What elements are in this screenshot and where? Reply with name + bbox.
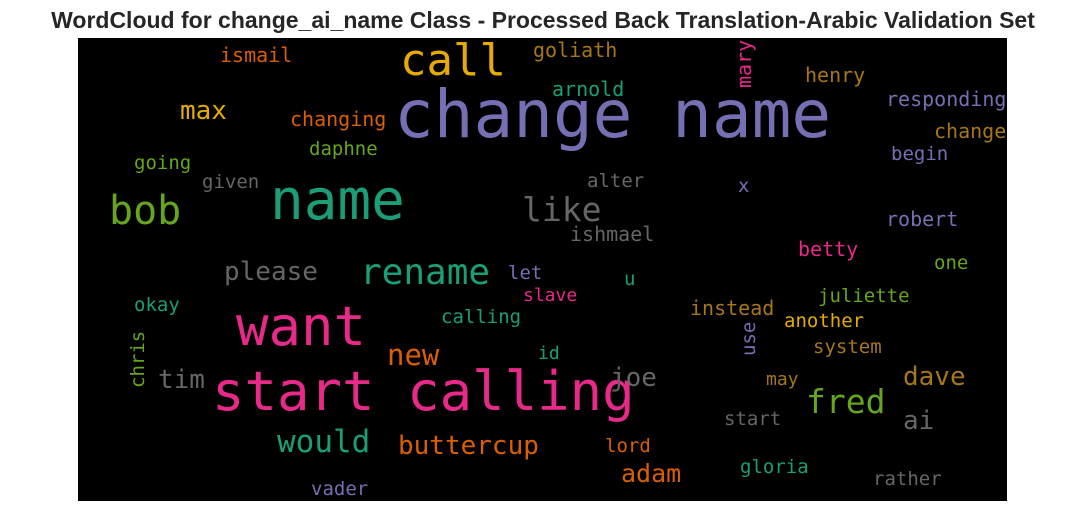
word-henry: henry	[805, 63, 866, 87]
word-rename: rename	[360, 252, 491, 293]
word-gloria: gloria	[740, 456, 809, 478]
word-robert: robert	[886, 207, 959, 231]
word-arnold: arnold	[552, 77, 625, 101]
word-x: x	[738, 175, 750, 197]
word-id: id	[538, 343, 560, 364]
word-alter: alter	[587, 170, 645, 192]
word-start-calling: start calling	[212, 360, 635, 423]
word-one: one	[934, 252, 969, 274]
word-responding: responding	[886, 87, 1007, 111]
word-name: name	[270, 168, 405, 233]
word-max: max	[180, 96, 227, 126]
word-vader: vader	[311, 478, 369, 500]
word-dave: dave	[903, 362, 966, 392]
word-daphne: daphne	[309, 138, 378, 160]
word-mary: mary	[732, 39, 756, 88]
word-buttercup: buttercup	[398, 431, 539, 461]
word-use: use	[738, 321, 760, 356]
word-changing: changing	[290, 107, 387, 131]
word-new: new	[387, 338, 440, 372]
word-given: given	[202, 171, 260, 193]
word-rather: rather	[873, 468, 942, 490]
word-instead: instead	[690, 296, 775, 320]
word-would: would	[277, 424, 371, 460]
word-joe: joe	[610, 363, 657, 393]
word-okay: okay	[134, 294, 180, 316]
word-change-name: change name	[394, 76, 832, 153]
word-change: change	[934, 119, 1007, 143]
word-begin: begin	[891, 143, 949, 165]
word-call: call	[400, 38, 506, 86]
word-adam: adam	[621, 459, 682, 488]
word-betty: betty	[798, 237, 859, 261]
wordcloud-canvas: change name call name bob want start cal…	[78, 38, 1007, 501]
word-u: u	[624, 268, 636, 290]
word-ai: ai	[903, 406, 935, 436]
word-lord: lord	[605, 435, 651, 457]
word-system: system	[813, 336, 882, 358]
word-bob: bob	[109, 188, 182, 234]
word-please: please	[224, 257, 318, 287]
word-let: let	[508, 262, 543, 284]
word-want: want	[236, 295, 367, 358]
word-tim: tim	[158, 365, 205, 395]
word-going: going	[134, 152, 192, 174]
chart-title: WordCloud for change_ai_name Class - Pro…	[51, 7, 1035, 33]
word-ishmael: ishmael	[570, 222, 655, 246]
word-another: another	[784, 310, 865, 332]
word-calling: calling	[441, 306, 522, 328]
word-like: like	[522, 190, 602, 229]
word-ismail: ismail	[220, 43, 293, 67]
word-fred: fred	[806, 382, 886, 421]
word-start: start	[724, 408, 782, 430]
word-juliette: juliette	[818, 285, 910, 307]
word-goliath: goliath	[533, 38, 618, 62]
word-slave: slave	[523, 285, 578, 306]
word-may: may	[766, 369, 799, 390]
word-chris: chris	[127, 330, 149, 388]
